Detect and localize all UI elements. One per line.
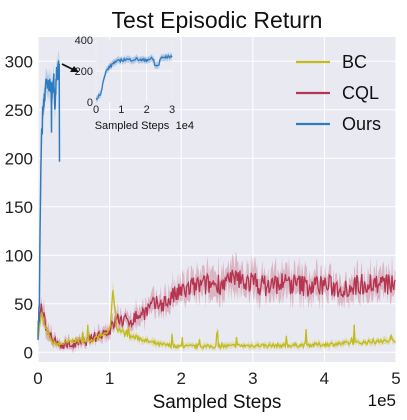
inset-grid-lines <box>95 39 173 103</box>
chart-title: Test Episodic Return <box>112 7 323 33</box>
ours-main-series <box>37 48 61 352</box>
legend-label: CQL <box>342 83 379 103</box>
y-tick-label: 250 <box>5 101 33 120</box>
y-tick-label: 300 <box>5 52 33 71</box>
cql-line <box>37 269 396 350</box>
inset-x-tick-label: 0 <box>93 104 99 116</box>
inset-x-tick-labels: 0 1 2 3 <box>93 104 175 116</box>
ours-line <box>37 60 61 340</box>
y-tick-labels: 0 50 100 150 200 250 300 <box>5 52 33 362</box>
inset-y-tick-labels: 0 200 400 <box>75 35 93 109</box>
inset-x-axis-exponent: 1e4 <box>176 120 194 132</box>
x-axis-label: Sampled Steps <box>153 392 282 413</box>
x-tick-label: 0 <box>33 369 42 388</box>
bc-line <box>37 290 396 351</box>
inset-y-tick-label: 200 <box>75 66 93 78</box>
inset-y-tick-label: 400 <box>75 35 93 47</box>
inset-series-lines <box>95 52 173 102</box>
inset-ours-band <box>96 52 172 102</box>
x-tick-label: 4 <box>320 369 329 388</box>
inset-chart: 0 1 2 3 0 200 400 Sampled Steps 1e4 <box>75 35 194 132</box>
inset-x-tick-label: 3 <box>169 104 175 116</box>
inset-x-axis-label: Sampled Steps <box>95 120 170 132</box>
inset-x-tick-label: 1 <box>118 104 124 116</box>
legend-label: BC <box>342 52 367 72</box>
y-tick-label: 50 <box>14 295 33 314</box>
inset-x-tick-label: 2 <box>144 104 150 116</box>
y-tick-label: 150 <box>5 198 33 217</box>
series-lines <box>37 269 396 351</box>
cql-band <box>38 251 396 354</box>
x-tick-labels: 0 1 2 3 4 5 <box>33 369 400 388</box>
y-tick-label: 200 <box>5 149 33 168</box>
y-tick-label: 100 <box>5 246 33 265</box>
x-tick-label: 3 <box>248 369 257 388</box>
grid-lines <box>37 37 397 362</box>
x-tick-label: 2 <box>176 369 185 388</box>
x-tick-label: 1 <box>105 369 114 388</box>
y-tick-label: 0 <box>24 343 33 362</box>
legend: BC CQL Ours <box>296 52 381 134</box>
x-axis-exponent: 1e5 <box>368 391 396 410</box>
inset-ours-line <box>95 54 173 101</box>
inset-y-tick-label: 0 <box>87 97 93 109</box>
legend-label: Ours <box>342 114 381 134</box>
x-tick-label: 5 <box>391 369 400 388</box>
inset-arrow <box>61 63 79 72</box>
